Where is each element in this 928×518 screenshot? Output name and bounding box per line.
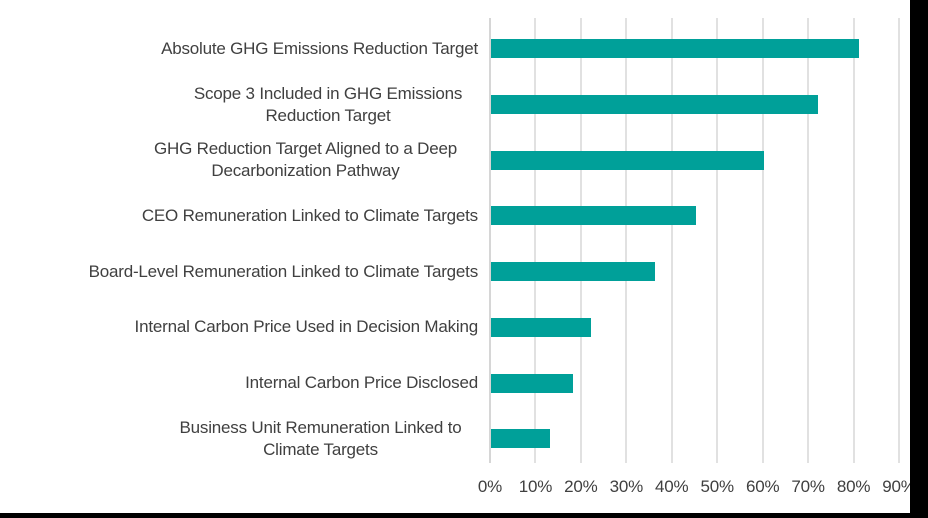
gridline — [852, 18, 855, 463]
gridline — [625, 18, 628, 463]
category-label: Board-Level Remuneration Linked to Clima… — [0, 244, 490, 300]
x-tick-label: 40% — [655, 477, 689, 496]
x-tick-label: 30% — [609, 477, 644, 496]
category-label-text: Internal Carbon Price Used in Decision M… — [134, 317, 479, 337]
category-label: Absolute GHG Emissions Reduction Target — [0, 21, 490, 77]
category-label-text: GHG Reduction Target Aligned to a Deep D… — [154, 139, 457, 181]
x-tick-label: 0% — [477, 477, 503, 496]
x-tick-label: 80% — [836, 477, 871, 496]
x-tick-label: 90% — [882, 477, 916, 496]
x-tick-label: 20% — [564, 477, 598, 496]
category-label-text: CEO Remuneration Linked to Climate Targe… — [141, 205, 478, 225]
category-label-text: Scope 3 Included in GHG Emissions Reduct… — [193, 83, 463, 125]
right-crop-border — [910, 0, 928, 518]
category-label: GHG Reduction Target Aligned to a Deep D… — [0, 132, 490, 188]
category-label-text: Absolute GHG Emissions Reduction Target — [161, 38, 478, 58]
gridline — [716, 18, 719, 463]
bar — [491, 262, 655, 282]
bottom-crop-border — [0, 513, 928, 518]
gridline — [807, 18, 810, 463]
bar — [491, 206, 696, 226]
category-label: Scope 3 Included in GHG Emissions Reduct… — [0, 77, 490, 133]
category-label-text: Internal Carbon Price Disclosed — [245, 373, 478, 393]
x-tick-label: 10% — [518, 477, 553, 496]
category-label-text: Board-Level Remuneration Linked to Clima… — [88, 261, 479, 281]
category-label: CEO Remuneration Linked to Climate Targe… — [0, 188, 490, 244]
category-label: Internal Carbon Price Used in Decision M… — [0, 300, 490, 356]
gridline — [898, 18, 900, 463]
x-tick-label: 50% — [700, 477, 735, 496]
bar — [491, 373, 573, 393]
bar — [491, 317, 591, 337]
x-tick-label: 60% — [745, 477, 780, 496]
gridline — [670, 18, 673, 463]
bar — [491, 95, 819, 115]
category-label: Internal Carbon Price Disclosed — [0, 355, 490, 411]
bar — [491, 39, 860, 59]
gridline — [534, 18, 537, 463]
y-axis-line — [489, 18, 491, 463]
bar — [491, 150, 764, 170]
bar — [491, 429, 551, 449]
x-tick-label: 70% — [791, 477, 825, 496]
gridline — [761, 18, 764, 463]
category-label: Business Unit Remuneration Linked to Cli… — [0, 411, 490, 467]
gridline — [579, 18, 582, 463]
category-label-text: Business Unit Remuneration Linked to Cli… — [179, 417, 462, 459]
